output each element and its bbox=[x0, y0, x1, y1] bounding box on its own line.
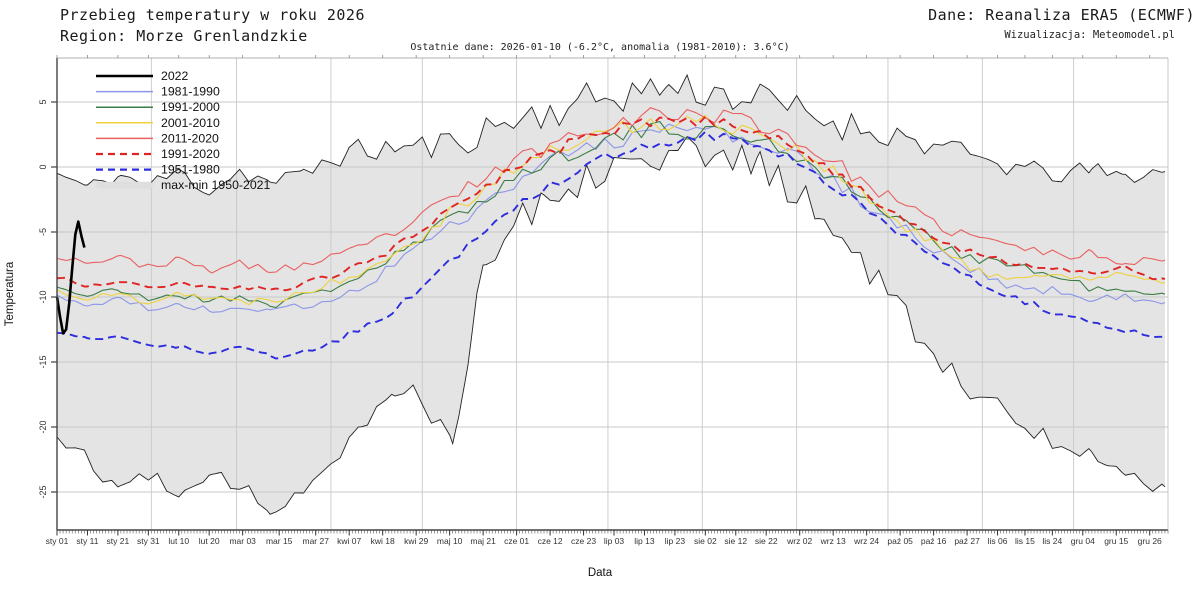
x-tick-label: kwi 29 bbox=[404, 536, 428, 546]
band-min-line bbox=[56, 135, 1166, 515]
x-tick-label: gru 26 bbox=[1138, 536, 1162, 546]
x-axis-label: Data bbox=[587, 567, 613, 579]
y-tick-label: 5 bbox=[38, 99, 48, 104]
y-tick-label: -5 bbox=[38, 228, 48, 236]
x-tick-label: paź 16 bbox=[921, 536, 947, 546]
series-line-1951-1980 bbox=[56, 130, 1166, 360]
y-tick-label: -25 bbox=[38, 485, 48, 498]
y-tick-label: -15 bbox=[38, 355, 48, 368]
x-tick-label: lis 06 bbox=[988, 536, 1008, 546]
x-tick-label: paź 27 bbox=[954, 536, 980, 546]
x-tick-label: mar 15 bbox=[266, 536, 293, 546]
legend-item-label: 1981-1990 bbox=[161, 85, 220, 99]
y-tick-label: -20 bbox=[38, 420, 48, 433]
last-data-subtitle: Ostatnie dane: 2026-01-10 (-6.2°C, anoma… bbox=[410, 42, 790, 53]
legend-swatch-band bbox=[96, 181, 153, 189]
x-tick-label: lip 23 bbox=[665, 536, 686, 546]
x-tick-label: wrz 13 bbox=[820, 536, 846, 546]
chart-title: Przebieg temperatury w roku 2026 bbox=[60, 6, 365, 24]
x-tick-label: maj 21 bbox=[470, 536, 496, 546]
x-tick-label: wrz 24 bbox=[853, 536, 879, 546]
y-axis-label: Temperatura bbox=[4, 261, 16, 327]
legend-item-label: 2011-2020 bbox=[161, 131, 219, 145]
x-tick-label: lip 13 bbox=[634, 536, 655, 546]
x-tick-label: cze 23 bbox=[571, 536, 596, 546]
x-tick-label: cze 01 bbox=[504, 536, 529, 546]
x-tick-label: wrz 02 bbox=[786, 536, 812, 546]
x-tick-label: sie 12 bbox=[724, 536, 747, 546]
legend-item-label: 2001-2010 bbox=[161, 116, 220, 130]
x-tick-label: maj 10 bbox=[437, 536, 463, 546]
x-tick-label: paź 05 bbox=[887, 536, 913, 546]
x-tick-label: sty 01 bbox=[46, 536, 69, 546]
band-max-line bbox=[56, 73, 1166, 196]
x-tick-label: lip 03 bbox=[604, 536, 625, 546]
x-tick-label: lut 10 bbox=[168, 536, 189, 546]
y-tick-label: -10 bbox=[38, 290, 48, 303]
x-tick-label: sty 21 bbox=[107, 536, 130, 546]
y-tick-label: 0 bbox=[38, 164, 48, 169]
legend-item-label: 1991-2000 bbox=[161, 100, 220, 114]
legend-item-label: 2022 bbox=[161, 69, 189, 83]
x-tick-label: sty 11 bbox=[76, 536, 98, 546]
x-tick-label: kwi 18 bbox=[371, 536, 395, 546]
band-area bbox=[57, 75, 1165, 515]
x-tick-label: cze 12 bbox=[538, 536, 563, 546]
legend-item-label: 1951-1980 bbox=[161, 163, 220, 177]
series-line-2011-2020 bbox=[56, 107, 1166, 274]
x-tick-label: sty 31 bbox=[137, 536, 160, 546]
x-tick-label: lis 15 bbox=[1015, 536, 1035, 546]
series-line-1991-2000 bbox=[56, 120, 1166, 309]
x-tick-label: gru 04 bbox=[1071, 536, 1095, 546]
x-tick-label: gru 15 bbox=[1104, 536, 1128, 546]
x-tick-label: sie 02 bbox=[694, 536, 717, 546]
x-tick-label: lut 20 bbox=[199, 536, 220, 546]
x-tick-label: lis 24 bbox=[1042, 536, 1062, 546]
legend-item-label: max-min 1950-2021 bbox=[161, 178, 271, 192]
x-tick-label: sie 22 bbox=[755, 536, 778, 546]
data-source-label: Dane: Reanaliza ERA5 (ECMWF) bbox=[928, 6, 1195, 24]
x-tick-label: kwi 07 bbox=[337, 536, 361, 546]
x-tick-label: mar 27 bbox=[302, 536, 329, 546]
x-tick-label: mar 03 bbox=[229, 536, 256, 546]
chart-region-subtitle: Region: Morze Grenlandzkie bbox=[60, 27, 308, 45]
series-line-current-2022 bbox=[55, 220, 86, 335]
legend-item-label: 1991-2020 bbox=[161, 147, 220, 161]
series-line-1991-2020 bbox=[56, 115, 1166, 292]
visualization-credit: Wizualizacja: Meteomodel.pl bbox=[1004, 29, 1175, 41]
